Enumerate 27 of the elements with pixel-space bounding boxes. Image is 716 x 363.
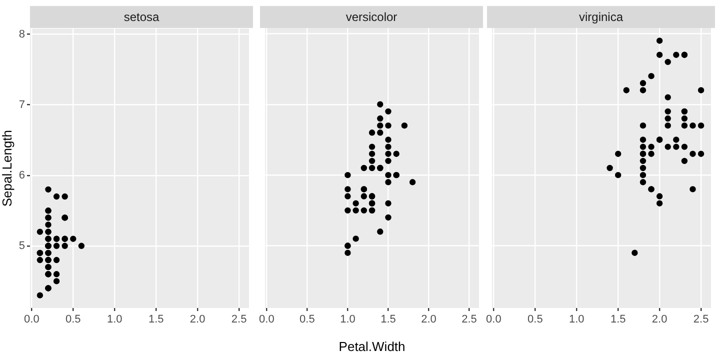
y-tick-label: 7 [18, 98, 25, 111]
x-tick-label: 1.0 [340, 314, 356, 326]
x-tick-label: 0.5 [300, 314, 315, 326]
x-tick-label: 1.5 [380, 314, 396, 326]
x-tick-label: 0.0 [24, 314, 40, 326]
x-tick-label: 2.0 [421, 314, 436, 326]
x-axis-title: Petal.Width [338, 338, 406, 354]
x-tick-label: 2.5 [693, 314, 709, 326]
x-tick-label: 1.5 [610, 314, 626, 326]
x-tick-label: 0.5 [65, 314, 81, 326]
x-tick-label: 2.5 [231, 314, 247, 326]
y-tick-label: 5 [18, 240, 25, 252]
chart-title: versicolor [260, 6, 483, 28]
x-tick-label: 0.0 [486, 314, 502, 326]
x-tick-label: 0.5 [528, 314, 543, 326]
chart-title: setosa [30, 6, 253, 28]
y-tick-label: 6 [18, 169, 25, 182]
x-tick-label: 1.0 [568, 314, 584, 326]
x-tick-label: 2.0 [652, 314, 668, 326]
y-axis-title: Sepal.Length [0, 130, 14, 207]
x-tick-label: 2.5 [462, 314, 477, 326]
y-tick-label: 8 [18, 28, 25, 40]
x-tick-label: 2.0 [190, 314, 206, 326]
x-tick-label: 1.5 [148, 314, 164, 326]
x-tick-label: 0.0 [259, 314, 274, 326]
x-tick-label: 1.0 [106, 314, 122, 326]
chart-title: virginica [487, 6, 715, 28]
